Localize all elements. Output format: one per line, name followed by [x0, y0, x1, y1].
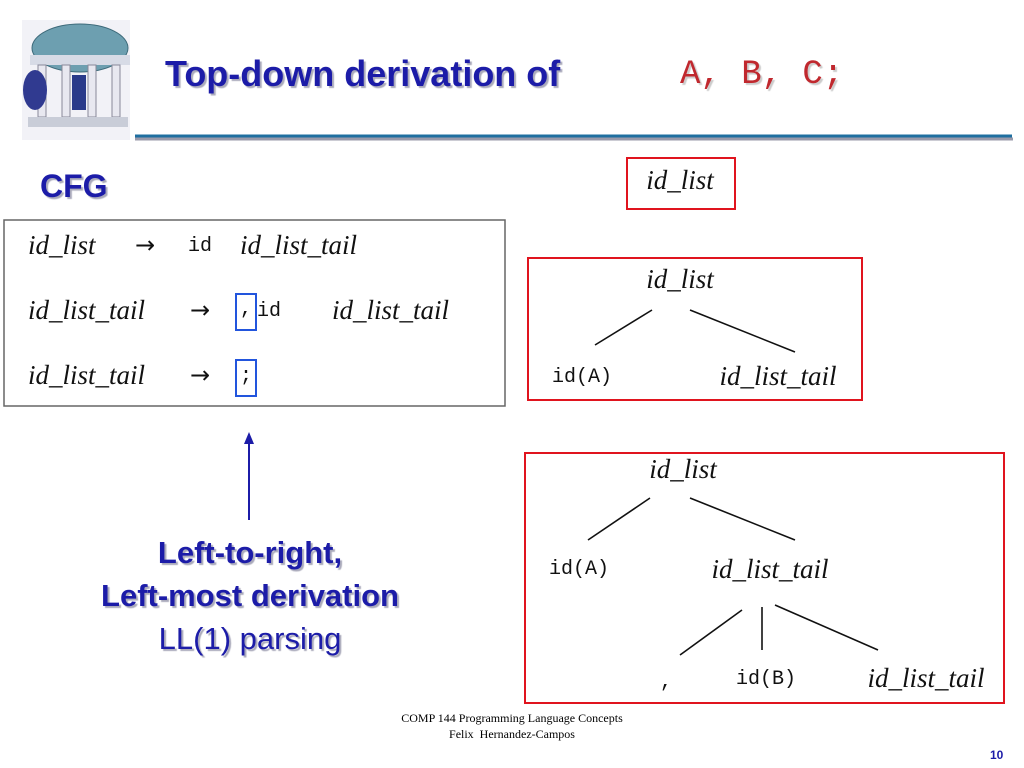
cfg-label: CFG — [40, 168, 108, 204]
highlight-box — [235, 359, 257, 397]
tree-node: id_list_tail — [719, 361, 837, 391]
tree-node: id_list — [646, 264, 714, 294]
rule-arrow: → — [190, 296, 211, 324]
tree-box — [527, 257, 863, 401]
rule-lhs: id_list — [28, 230, 96, 260]
page-number: 10 — [990, 748, 1004, 762]
footer-course: COMP 144 Programming Language Concepts — [401, 711, 623, 725]
tree-node: id(B) — [735, 668, 797, 691]
rule-terminal: ; — [240, 365, 253, 388]
rule-nonterminal: id_list_tail — [332, 295, 450, 325]
rule-arrow: → — [190, 361, 211, 389]
tree-node: , — [659, 671, 673, 694]
rule-terminal: id — [188, 235, 213, 258]
annotation-line: Left-to-right, — [157, 535, 343, 570]
tree-box — [626, 157, 736, 210]
tree-box — [524, 452, 1005, 704]
slide-title: Top-down derivation of — [165, 53, 561, 94]
highlight-box — [235, 293, 257, 331]
rule-terminal: id — [257, 300, 282, 323]
tree-node: id_list — [649, 454, 717, 484]
tree-node: id_list — [646, 165, 714, 195]
rule-lhs: id_list_tail — [28, 360, 146, 390]
logo — [22, 20, 130, 140]
rule-nonterminal: id_list_tail — [240, 230, 358, 260]
tree-node: id_list_tail — [867, 663, 985, 693]
title-code: A, B, C; — [680, 56, 844, 94]
footer-author: Felix Hernandez-Campos — [449, 727, 575, 741]
rule-lhs: id_list_tail — [28, 295, 146, 325]
annotation-line: Left-most derivation — [101, 578, 399, 613]
annotation-note: LL(1) parsing — [158, 621, 342, 656]
tree-node: id(A) — [551, 366, 613, 389]
rule-arrow: → — [135, 231, 156, 259]
tree-edges — [587, 309, 879, 656]
grammar-box — [3, 219, 506, 407]
tree-node: id_list_tail — [711, 554, 829, 584]
rule-terminal: , — [240, 298, 253, 321]
up-arrow-head — [244, 432, 254, 444]
tree-node: id(A) — [548, 558, 610, 581]
